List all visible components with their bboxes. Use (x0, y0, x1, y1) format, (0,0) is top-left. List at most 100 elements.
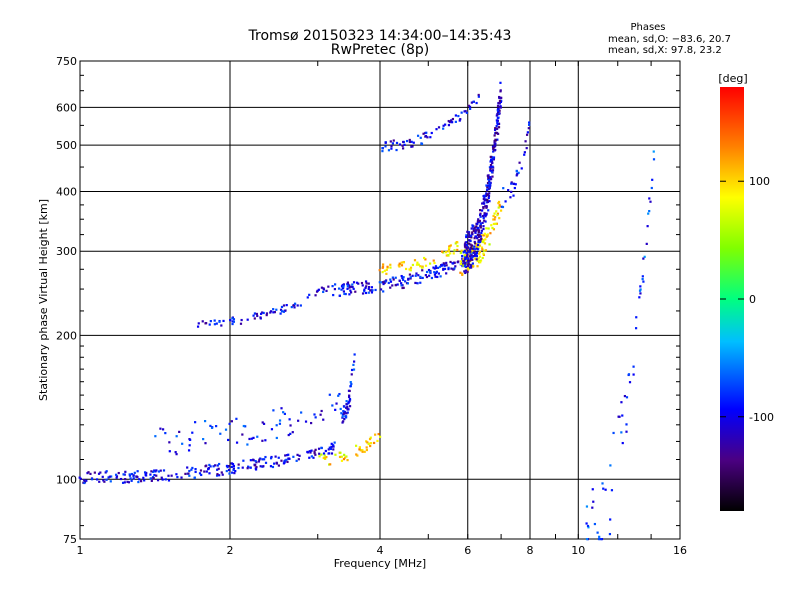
data-point (652, 150, 655, 153)
data-point (382, 282, 385, 286)
data-point (480, 237, 483, 240)
data-point (475, 243, 478, 246)
data-point (137, 480, 140, 484)
data-point (376, 439, 379, 443)
data-point (591, 506, 594, 509)
data-point (498, 205, 501, 208)
data-point (370, 291, 374, 294)
data-point (401, 147, 405, 150)
data-point (467, 250, 470, 253)
data-point (363, 289, 366, 293)
data-point (493, 134, 496, 137)
data-point (174, 451, 177, 454)
data-point (433, 271, 436, 274)
data-point (458, 119, 461, 122)
data-point (473, 245, 476, 248)
data-point (612, 431, 615, 435)
data-point (474, 242, 477, 245)
data-point (203, 419, 207, 423)
data-point (497, 132, 500, 135)
data-point (269, 457, 273, 460)
data-point (498, 203, 501, 207)
x-axis-label: Frequency [MHz] (334, 557, 426, 570)
data-point (461, 262, 464, 265)
data-point (528, 123, 531, 126)
data-point (484, 205, 487, 208)
data-point (322, 290, 325, 294)
data-point (227, 438, 230, 442)
data-point (492, 214, 495, 218)
data-point (327, 448, 330, 451)
data-point (387, 281, 390, 285)
data-point (465, 235, 468, 239)
data-point (517, 171, 520, 174)
data-point (398, 265, 401, 268)
data-point (445, 254, 448, 257)
data-point (419, 275, 422, 279)
data-point (474, 257, 477, 260)
data-point (482, 234, 485, 237)
data-point (392, 139, 395, 142)
data-point (475, 101, 478, 105)
y-tick-label: 200 (56, 329, 77, 342)
data-point (479, 261, 482, 264)
data-point (621, 414, 624, 417)
data-point (499, 209, 503, 212)
data-point (627, 373, 631, 376)
data-point (424, 264, 428, 267)
data-point (220, 471, 223, 474)
data-point (322, 418, 325, 421)
data-point (528, 121, 531, 124)
data-point (491, 169, 495, 172)
data-point (282, 411, 285, 414)
data-point (228, 472, 231, 475)
data-point (525, 133, 529, 136)
data-point (596, 531, 599, 534)
data-point (424, 258, 427, 261)
data-point (469, 239, 472, 243)
data-point (219, 432, 222, 435)
data-point (402, 286, 405, 289)
data-point (164, 432, 167, 435)
data-point (488, 192, 491, 195)
data-point (609, 464, 612, 467)
data-point (282, 310, 285, 313)
data-point (381, 147, 384, 150)
y-tick-label: 400 (56, 185, 77, 198)
data-point (318, 455, 321, 458)
data-point (492, 157, 495, 160)
data-point (351, 283, 354, 286)
data-point (342, 290, 345, 293)
data-point (187, 472, 190, 475)
data-point (386, 265, 389, 268)
colorbar-label: [deg] (718, 72, 747, 85)
data-point (115, 476, 118, 479)
data-point (121, 481, 125, 484)
data-point (189, 438, 192, 441)
data-point (474, 231, 477, 234)
data-point (128, 473, 131, 476)
data-point (452, 252, 455, 255)
data-point (157, 470, 161, 473)
data-point (354, 290, 357, 293)
data-point (489, 232, 492, 235)
data-point (512, 194, 515, 197)
data-point (338, 392, 341, 396)
data-point (411, 274, 414, 277)
data-point (442, 268, 445, 271)
data-point (126, 480, 129, 483)
data-point (447, 119, 450, 123)
data-point (232, 468, 235, 472)
data-point (450, 267, 453, 270)
data-point (167, 479, 171, 482)
data-point (483, 232, 486, 235)
data-point (468, 233, 471, 236)
data-point (485, 227, 488, 230)
data-point (469, 246, 473, 249)
data-point (367, 442, 370, 446)
data-point (479, 223, 482, 227)
data-point (487, 175, 490, 178)
data-point (168, 450, 171, 453)
data-point (325, 289, 328, 292)
